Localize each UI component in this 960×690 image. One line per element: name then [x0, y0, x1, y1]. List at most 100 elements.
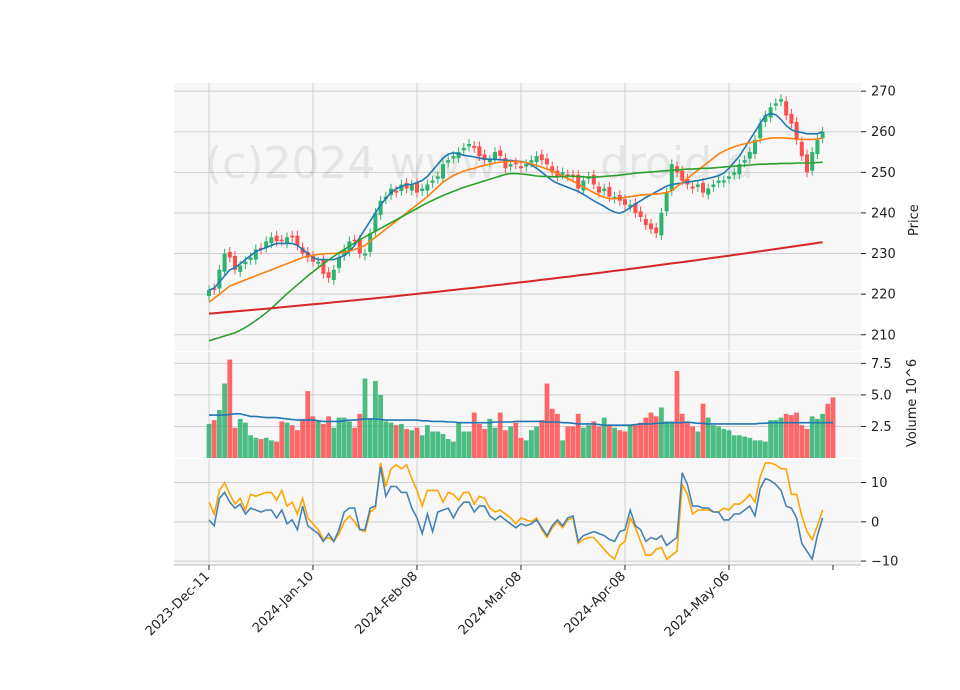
- volume-bar: [341, 417, 347, 458]
- candle-body: [571, 174, 575, 177]
- price-tick-label: 230: [871, 247, 896, 262]
- candle-body: [732, 172, 737, 175]
- candle-body: [498, 150, 503, 157]
- volume-bar: [653, 416, 659, 458]
- candle-body: [763, 115, 768, 122]
- candle-body: [560, 172, 565, 175]
- candle-body: [264, 241, 269, 248]
- volume-bar: [248, 435, 253, 458]
- price-panel-background: [174, 83, 861, 351]
- candle-body: [820, 131, 825, 139]
- volume-bar: [581, 427, 586, 458]
- candle-body: [680, 170, 685, 181]
- volume-tick-label: 5.0: [871, 388, 892, 403]
- x-tick-label: 2024-Feb-08: [352, 569, 421, 638]
- candle-body: [519, 166, 523, 169]
- candle-body: [472, 145, 477, 148]
- candle-body: [451, 156, 456, 159]
- price-tick-label: 270: [871, 85, 896, 100]
- candle-body: [212, 288, 217, 291]
- candle-body: [311, 255, 315, 262]
- price-tick-label: 240: [871, 206, 896, 221]
- volume-bar: [321, 423, 326, 458]
- volume-bar: [664, 421, 669, 458]
- volume-bar: [721, 428, 727, 458]
- candle-body: [597, 186, 601, 193]
- candle-body: [248, 257, 253, 261]
- volume-bar: [456, 422, 461, 458]
- price-tick-label: 250: [871, 166, 896, 181]
- candle-body: [404, 182, 409, 189]
- volume-bar: [685, 422, 690, 458]
- volume-bar: [508, 426, 513, 458]
- volume-bar: [227, 359, 233, 458]
- volume-axis-label: Volume 10^6: [905, 359, 920, 447]
- volume-bar: [555, 413, 560, 458]
- x-tick-label: 2024-Jan-10: [250, 569, 317, 636]
- candle-body: [326, 272, 331, 278]
- candle-body: [461, 147, 466, 151]
- candle-body: [753, 139, 757, 155]
- candle-body: [316, 261, 321, 264]
- volume-bar: [419, 435, 425, 458]
- volume-bar: [503, 430, 508, 458]
- volume-bar: [492, 427, 498, 458]
- candle-body: [695, 184, 700, 187]
- candle-body: [482, 154, 487, 161]
- volume-bar: [367, 418, 373, 458]
- candle-body: [633, 203, 638, 213]
- oscillator-tick-label: 10: [871, 476, 888, 491]
- candle-body: [274, 235, 279, 242]
- candle-body: [222, 253, 227, 272]
- candle-body: [716, 180, 721, 183]
- candle-body: [269, 237, 274, 244]
- volume-bar: [815, 418, 820, 458]
- volume-ma-line: [209, 412, 833, 427]
- candle-body: [779, 99, 783, 102]
- candle-body: [321, 260, 326, 274]
- volume-bar: [799, 425, 805, 458]
- x-tick-label: 2024-Mar-08: [456, 569, 525, 638]
- candle-body: [295, 235, 300, 246]
- volume-bar: [596, 426, 602, 458]
- candle-body: [352, 239, 357, 242]
- candle-body: [446, 160, 451, 163]
- volume-bar: [357, 413, 363, 458]
- candle-body: [690, 186, 695, 189]
- volume-bar: [669, 421, 675, 458]
- volume-bar: [575, 413, 581, 458]
- candle-body: [706, 188, 711, 195]
- candle-body: [305, 251, 310, 258]
- candle-body: [217, 269, 222, 289]
- volume-bar: [331, 427, 337, 458]
- volume-bar: [705, 417, 711, 458]
- candle-body: [607, 186, 612, 197]
- candle-body: [737, 164, 742, 175]
- candle-body: [435, 176, 440, 179]
- volume-bar: [763, 441, 768, 458]
- candle-body: [430, 180, 435, 183]
- volume-bar: [565, 426, 571, 458]
- candle-body: [524, 164, 529, 167]
- candle-body: [425, 184, 430, 191]
- oscillator-tick-label: 0: [871, 515, 879, 530]
- volume-bar: [789, 415, 794, 458]
- candle-body: [534, 156, 539, 163]
- volume-bar: [586, 425, 591, 458]
- watermark: (c)2024 www.: [205, 138, 507, 189]
- candle-body: [742, 160, 747, 163]
- candle-body: [420, 188, 425, 192]
- volume-bar: [326, 416, 331, 458]
- volume-bar: [534, 426, 539, 458]
- ma-200-line: [208, 241, 823, 315]
- candle-body: [467, 143, 471, 147]
- candle-body: [508, 164, 513, 167]
- volume-bar: [393, 425, 399, 458]
- volume-bar: [217, 410, 222, 458]
- volume-bar: [679, 413, 685, 458]
- price-tick-label: 210: [871, 328, 896, 343]
- volume-bar: [544, 383, 550, 458]
- candle-body: [331, 269, 336, 280]
- volume-bar: [825, 403, 831, 458]
- candle-body: [415, 182, 419, 193]
